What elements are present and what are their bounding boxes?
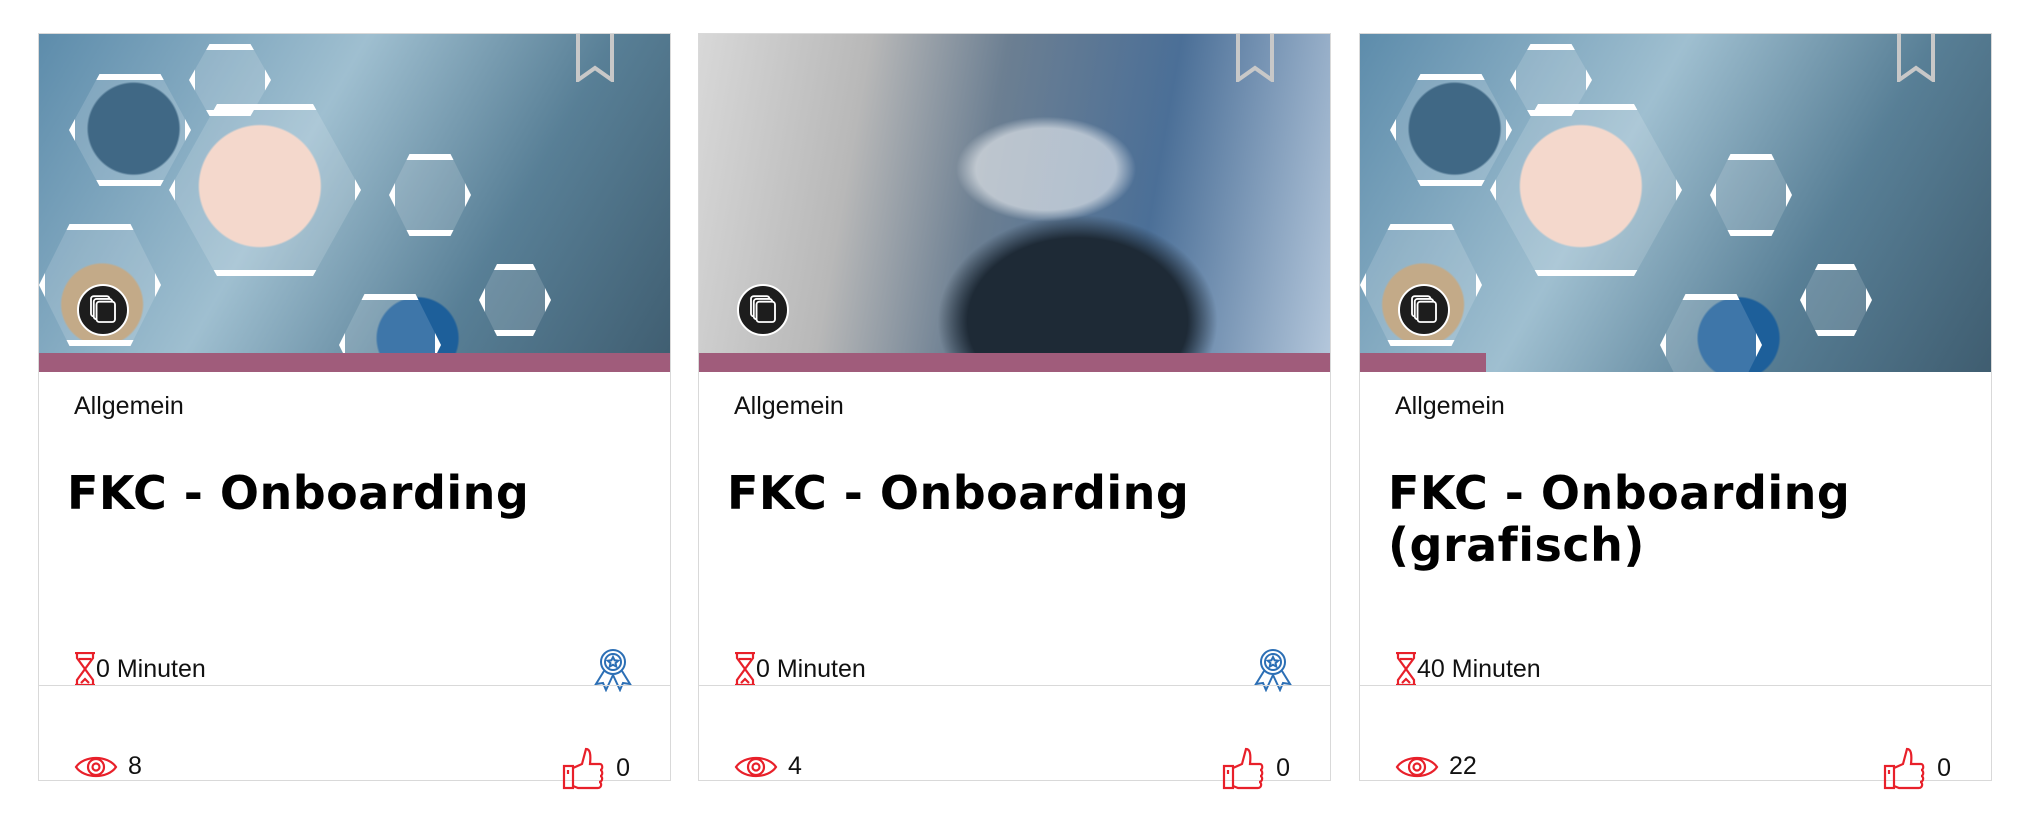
progress-bar [1360,353,1487,372]
likes-count: 0 [616,753,630,782]
course-card[interactable]: Allgemein FKC - Onboarding (grafisch) 40… [1359,33,1992,790]
progress-bar [39,353,670,372]
thumbs-up-icon [1222,747,1264,790]
likes-count: 0 [1937,753,1951,782]
bookmark-icon[interactable] [1235,34,1275,82]
divider [1360,685,1991,686]
course-image[interactable] [39,34,670,372]
duration: 40 Minuten [1395,652,1541,686]
stack-icon [1398,284,1450,336]
divider [699,685,1330,686]
course-card[interactable]: Allgemein FKC - Onboarding 0 Minuten 4 0 [698,33,1331,790]
image-hexagon [1800,264,1872,336]
course-title[interactable]: FKC - Onboarding [727,466,1190,520]
stack-icon [77,284,129,336]
views-count: 8 [128,752,142,780]
thumbs-up-icon [1883,747,1925,790]
like-button[interactable]: 0 [1222,746,1290,790]
image-hexagon [389,154,471,236]
image-hexagon [1710,154,1792,236]
duration-text: 0 Minuten [96,654,206,683]
duration: 0 Minuten [74,652,206,686]
course-title[interactable]: FKC - Onboarding [67,466,530,520]
views-count: 4 [788,752,802,780]
eye-icon [1395,756,1439,777]
hourglass-icon [75,652,95,686]
image-hexagon [169,104,361,276]
like-button[interactable]: 0 [562,746,630,790]
hourglass-icon [1396,652,1416,686]
category-label: Allgemein [1395,392,1505,420]
image-hexagon [479,264,551,336]
views-count: 22 [1449,752,1477,780]
course-card[interactable]: Allgemein FKC - Onboarding 0 Minuten 8 0 [38,33,671,790]
eye-icon [734,756,778,777]
course-title[interactable]: FKC - Onboarding (grafisch) [1388,466,1851,572]
duration-text: 40 Minuten [1417,654,1541,683]
like-button[interactable]: 0 [1883,746,1951,790]
course-image[interactable] [1360,34,1991,372]
duration-text: 0 Minuten [756,654,866,683]
stack-icon [737,284,789,336]
image-hexagon [1490,104,1682,276]
views: 22 [1395,752,1477,781]
category-label: Allgemein [734,392,844,420]
image-hexagon [69,74,191,186]
views: 4 [734,752,802,781]
views: 8 [74,752,142,781]
bookmark-icon[interactable] [1896,34,1936,82]
duration: 0 Minuten [734,652,866,686]
category-label: Allgemein [74,392,184,420]
bookmark-icon[interactable] [575,34,615,82]
likes-count: 0 [1276,753,1290,782]
eye-icon [74,756,118,777]
image-hexagon [1660,294,1762,372]
image-hexagon [1390,74,1512,186]
course-image[interactable] [699,34,1330,372]
divider [39,685,670,686]
hourglass-icon [735,652,755,686]
thumbs-up-icon [562,747,604,790]
progress-bar [699,353,1330,372]
